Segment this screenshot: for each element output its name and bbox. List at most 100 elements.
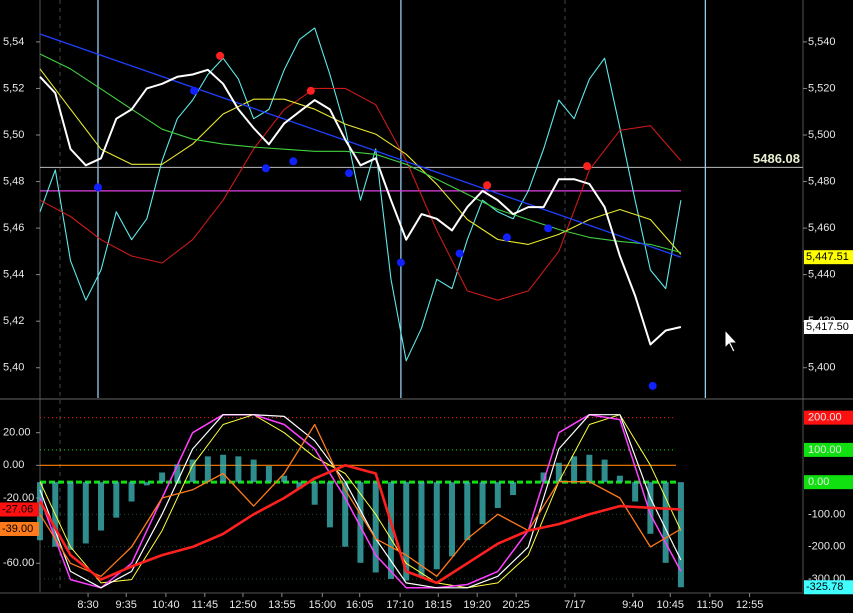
histogram-bar: [67, 482, 74, 550]
y-tick-label: 5,48: [3, 175, 24, 187]
histogram-bar: [510, 482, 517, 496]
x-tick-label: 11:45: [191, 599, 218, 611]
series-line: [39, 414, 682, 589]
value-box-label: 5,417.50: [806, 321, 849, 333]
series-line: [39, 27, 682, 362]
value-box-label: -325.78: [806, 581, 843, 593]
y2-tick-label: 5,520: [808, 82, 836, 94]
y-tick-label: 0.00: [3, 459, 24, 471]
histogram-bar: [571, 456, 578, 483]
histogram-bar: [204, 456, 211, 483]
series-line: [39, 414, 682, 589]
y2-tick-label: 5,440: [808, 269, 836, 281]
series-line: [39, 68, 682, 255]
y2-tick-label: 5,460: [808, 222, 836, 234]
x-tick-label: 12:55: [736, 599, 764, 611]
x-tick-label: 16:05: [346, 599, 374, 611]
y-tick-label: -60.00: [3, 557, 34, 569]
histogram-bar: [586, 454, 593, 483]
signal-dot: [261, 164, 270, 173]
histogram-bar: [265, 466, 272, 483]
y-tick-label: 5,46: [3, 222, 24, 234]
y2-tick-label: 5,400: [808, 362, 836, 374]
y-tick-label: 20.00: [3, 427, 31, 439]
mouse-cursor: [724, 328, 739, 353]
histogram-bar: [418, 482, 425, 578]
histogram-bar: [311, 482, 318, 505]
y2-tick-label: 5,500: [808, 129, 836, 141]
series-line: [39, 87, 682, 301]
x-tick-label: 19:20: [463, 599, 491, 611]
histogram-bar: [189, 459, 196, 483]
series-line: [38, 464, 681, 585]
histogram-bar: [464, 482, 471, 541]
value-box: [804, 580, 853, 595]
signal-dot: [93, 183, 102, 192]
x-tick-label: 8:30: [77, 599, 98, 611]
y2-tick-label: -200.00: [808, 541, 845, 553]
x-tick-label: 15:00: [309, 599, 337, 611]
y2-tick-box: [804, 410, 853, 425]
y2-tick-label: 5,480: [808, 175, 836, 187]
y2-tick-label: 200.00: [808, 412, 842, 424]
value-box: [804, 320, 853, 335]
value-box: [0, 502, 39, 517]
histogram-bar: [220, 454, 227, 483]
series-line: [39, 413, 682, 589]
y2-tick-label: 0.00: [808, 476, 829, 488]
histogram-bar: [449, 482, 456, 557]
histogram-bar: [296, 482, 303, 489]
signal-dot: [190, 86, 199, 95]
histogram-bar: [235, 456, 242, 483]
histogram-bar: [159, 472, 166, 483]
signal-dot: [502, 233, 511, 242]
histogram-bar: [372, 482, 379, 573]
histogram-bar: [113, 482, 120, 518]
histogram-bar: [37, 482, 43, 541]
x-tick-label: 9:40: [622, 599, 643, 611]
value-box-label: -27.06: [2, 503, 33, 515]
y-tick-label: 5,44: [3, 269, 24, 281]
x-tick-label: 9:35: [116, 599, 137, 611]
y2-tick-box: [804, 475, 853, 490]
y2-tick-box: [804, 539, 853, 554]
value-box-label: -39.00: [2, 523, 33, 535]
histogram-bar: [281, 475, 288, 483]
histogram-bar: [357, 482, 364, 563]
y2-tick-label: 5,540: [808, 36, 836, 48]
y-tick-label: 5,52: [3, 82, 24, 94]
signal-dot: [544, 224, 553, 233]
price-line-label: 5486.08: [753, 151, 800, 166]
y2-tick-label: 100.00: [808, 444, 842, 456]
y-tick-label: 5,50: [3, 129, 24, 141]
x-tick-label: 10:40: [152, 599, 180, 611]
histogram-bar: [98, 482, 105, 531]
y-tick-label: 5,40: [3, 362, 24, 374]
signal-dot: [583, 162, 592, 171]
signal-dot: [345, 169, 354, 178]
histogram-bar: [433, 482, 440, 570]
histogram-bar: [403, 482, 410, 581]
series-line: [39, 68, 682, 346]
x-tick-label: 20:25: [502, 599, 530, 611]
histogram-bar: [82, 482, 89, 544]
histogram-bar: [342, 482, 349, 547]
value-box: [0, 521, 39, 536]
value-box: [804, 250, 853, 265]
histogram-bar: [250, 459, 257, 483]
x-tick-label: 11:50: [697, 599, 724, 611]
histogram-bar: [326, 482, 333, 528]
histogram-bar: [174, 464, 181, 483]
x-tick-label: 12:50: [229, 599, 257, 611]
series-line: [39, 53, 682, 254]
histogram-bar: [662, 482, 669, 563]
y-tick-label: 5,54: [3, 36, 24, 48]
y2-tick-box: [804, 442, 853, 457]
x-tick-label: 13:55: [268, 599, 296, 611]
x-tick-label: 10:45: [656, 599, 684, 611]
signal-dot: [455, 249, 464, 258]
y-tick-label: -20.00: [3, 492, 34, 504]
y2-tick-box: [804, 507, 853, 522]
signal-dot: [216, 51, 225, 60]
